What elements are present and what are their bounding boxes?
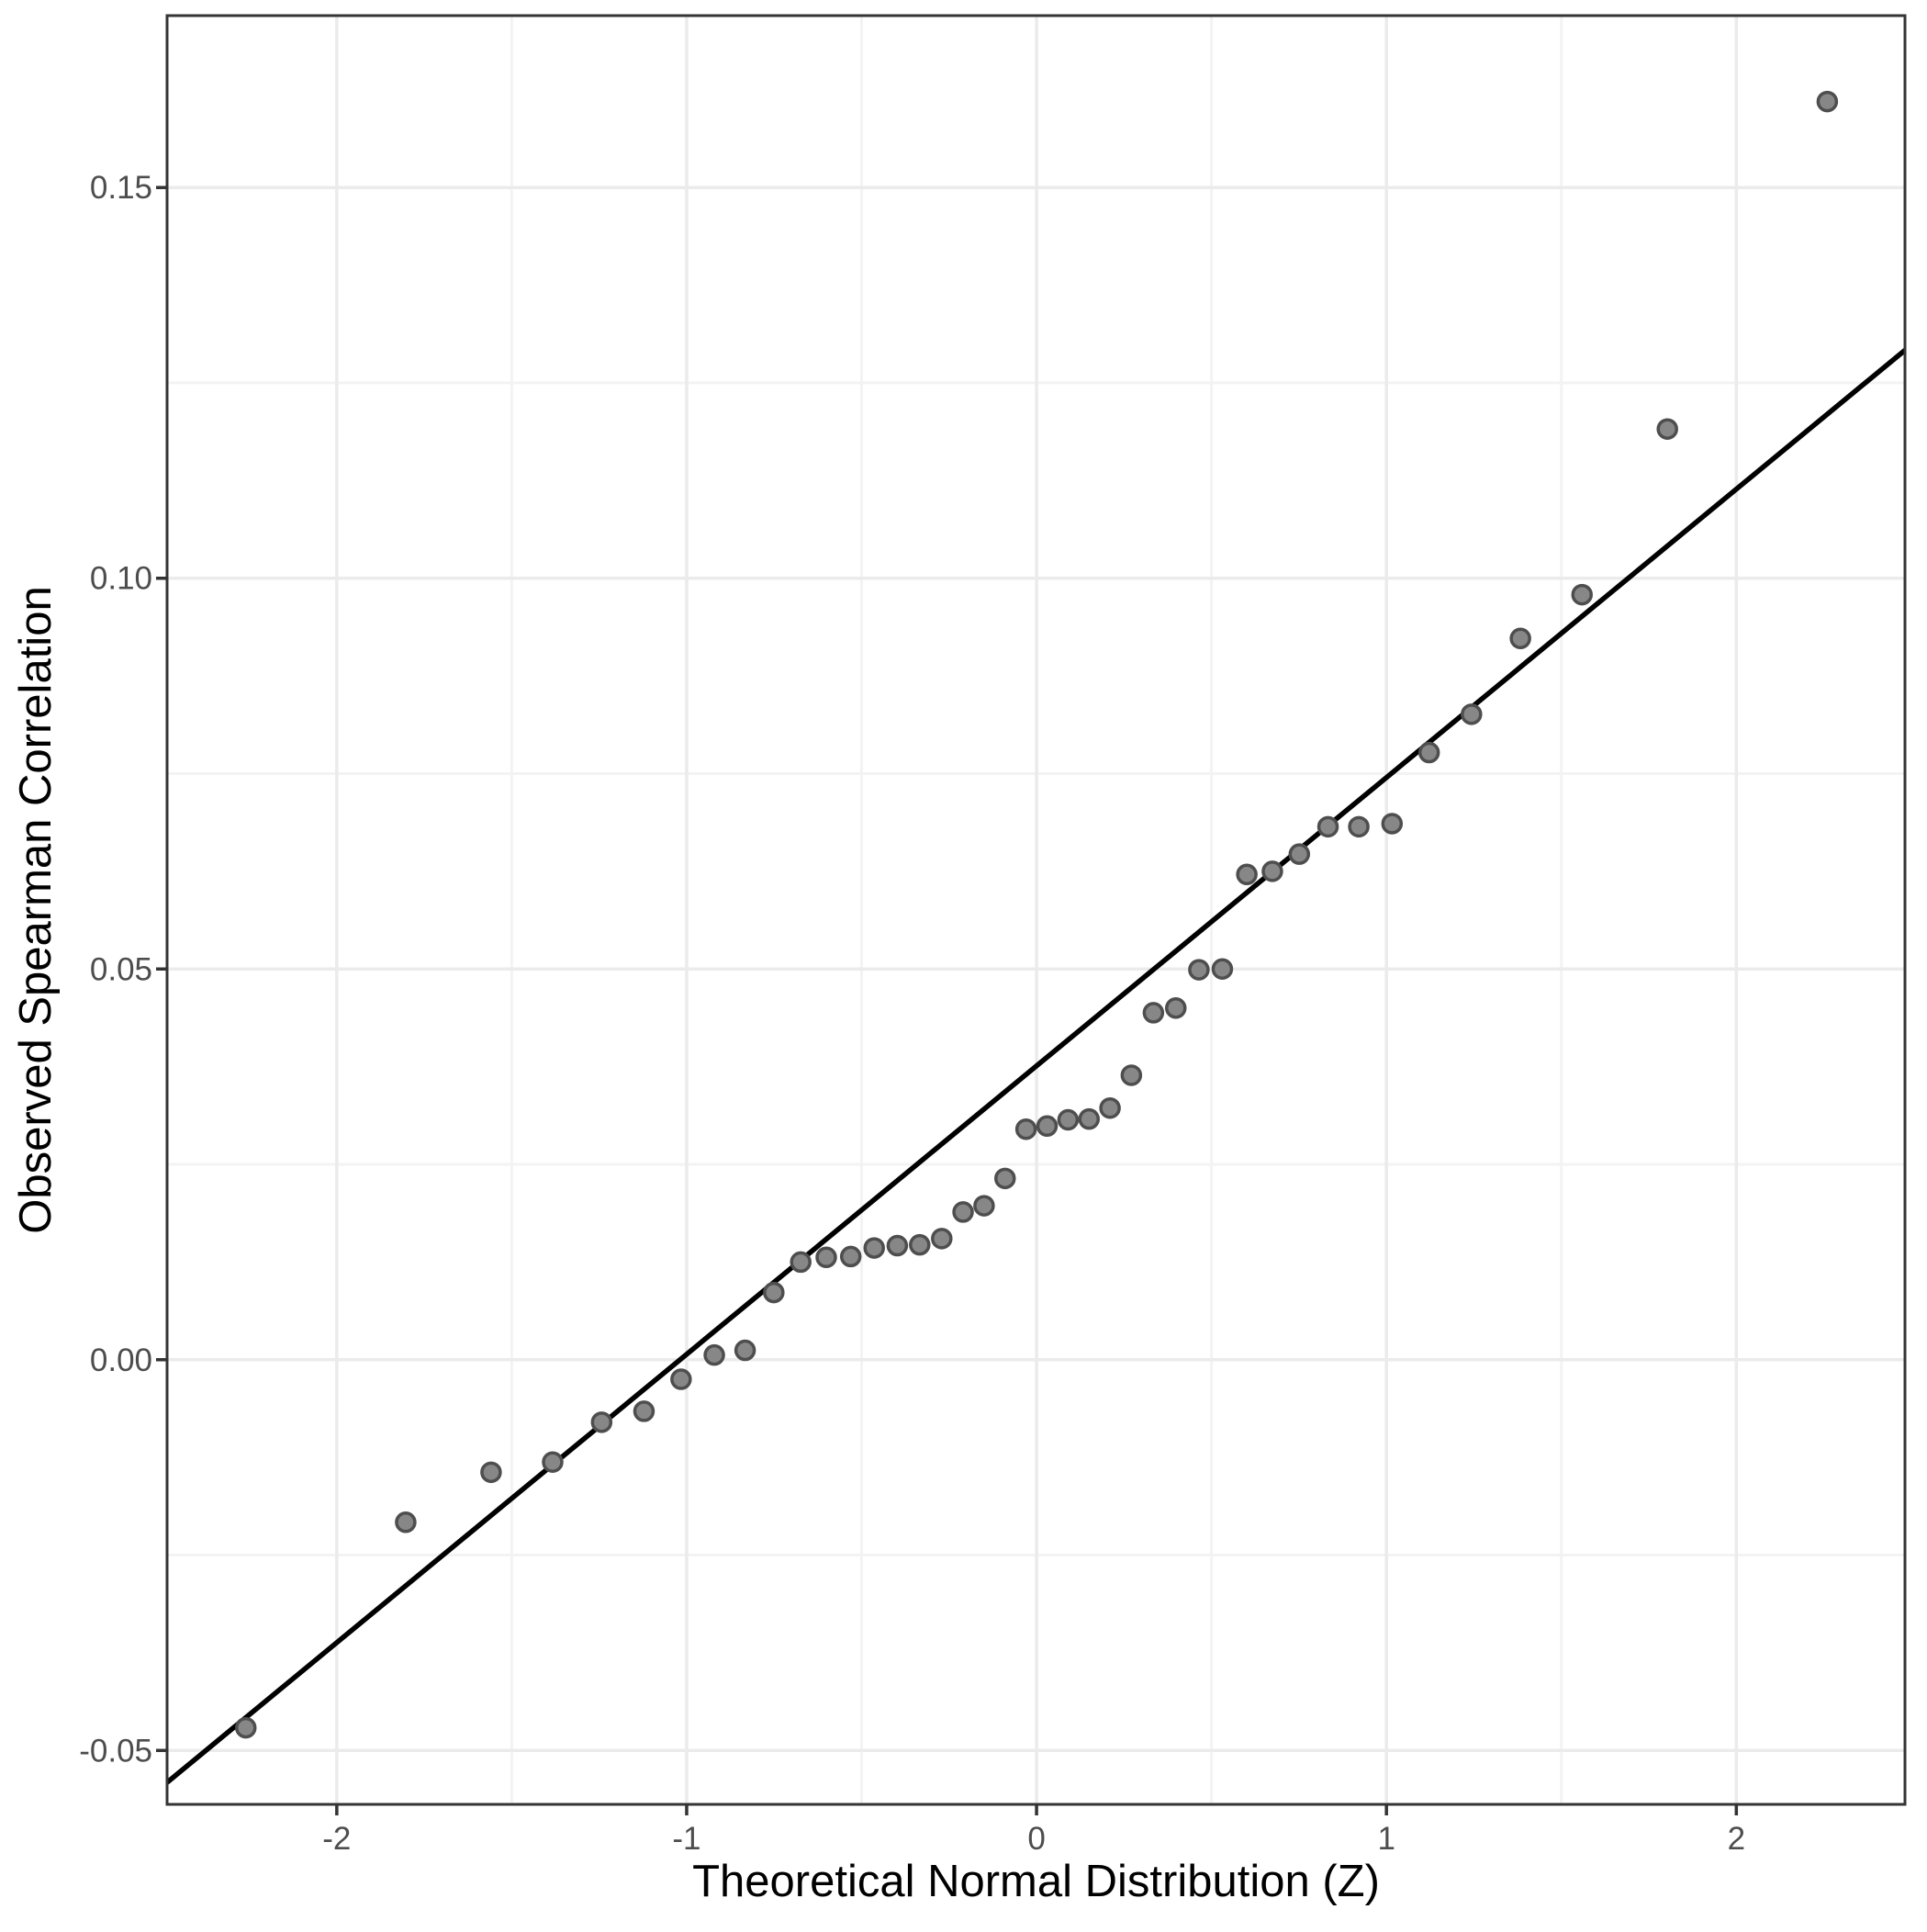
data-point [590, 1411, 613, 1433]
data-point [1571, 583, 1593, 606]
data-point [1417, 741, 1440, 764]
data-point [1036, 1115, 1059, 1138]
x-axis-title: Theoretical Normal Distribution (Z) [692, 1857, 1380, 1906]
data-point [1656, 418, 1678, 440]
reference-line-group [165, 348, 1907, 1785]
y-tick-label: 0.15 [90, 170, 152, 206]
data-point [1461, 703, 1483, 725]
y-tick-label: 0.05 [90, 951, 152, 987]
x-tick-label: -1 [672, 1821, 700, 1857]
data-point [815, 1246, 837, 1269]
x-axis-ticks [335, 1804, 1739, 1815]
data-point [1057, 1108, 1080, 1131]
data-point [1142, 1002, 1165, 1024]
y-tick-label: -0.05 [79, 1733, 152, 1769]
data-point [1188, 959, 1210, 981]
y-axis-title: Observed Spearman Correlation [11, 586, 61, 1233]
data-point [1236, 863, 1258, 886]
data-point [1381, 813, 1404, 835]
data-point [1120, 1064, 1143, 1086]
data-point [1099, 1096, 1121, 1119]
data-point [235, 1716, 257, 1739]
data-point [839, 1245, 862, 1268]
y-axis-tick-labels: 0.15 0.10 0.05 0.00 -0.05 [79, 170, 152, 1769]
data-point [909, 1233, 931, 1256]
y-tick-label: 0.00 [90, 1342, 152, 1378]
data-point [1165, 997, 1187, 1019]
data-point [633, 1400, 655, 1422]
data-point [1014, 1118, 1037, 1140]
data-point [1261, 860, 1283, 882]
data-point [1288, 843, 1311, 865]
data-point [670, 1368, 692, 1390]
data-points [235, 90, 1839, 1739]
data-point [1348, 815, 1370, 838]
data-point [863, 1237, 885, 1259]
data-point [931, 1228, 953, 1250]
data-point [973, 1195, 995, 1217]
data-point [1316, 815, 1339, 838]
y-tick-label: 0.10 [90, 561, 152, 597]
data-point [886, 1234, 909, 1257]
y-axis-ticks [156, 185, 167, 1753]
x-tick-label: 2 [1728, 1821, 1745, 1857]
data-point [395, 1511, 417, 1533]
data-point [480, 1461, 502, 1484]
x-tick-label: 0 [1027, 1821, 1045, 1857]
x-axis-tick-labels: -2 -1 0 1 2 [322, 1821, 1745, 1857]
data-point [994, 1167, 1016, 1190]
x-tick-label: -2 [322, 1821, 351, 1857]
x-tick-label: 1 [1377, 1821, 1395, 1857]
major-gridlines [167, 16, 1905, 1804]
data-point [542, 1451, 564, 1474]
data-point [790, 1251, 812, 1274]
data-point [703, 1343, 725, 1366]
data-point [1211, 958, 1234, 981]
data-point [1078, 1107, 1100, 1130]
data-point [1816, 90, 1839, 113]
reference-line [165, 348, 1907, 1785]
data-point [1509, 627, 1531, 650]
data-point [734, 1339, 756, 1362]
data-point [952, 1201, 974, 1223]
data-point [763, 1281, 785, 1304]
